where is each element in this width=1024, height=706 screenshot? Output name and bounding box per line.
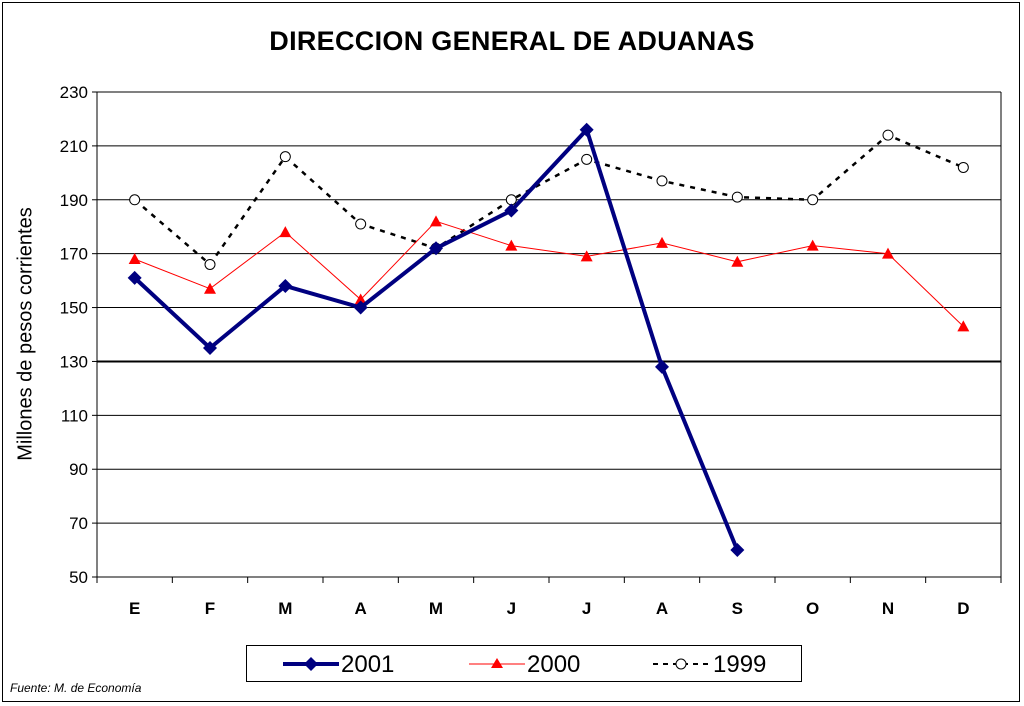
point-2001-6 [579,122,594,137]
series-2001 [127,122,745,558]
y-tick-label-150: 150 [60,299,88,318]
point-1999-7 [656,175,668,187]
y-tick-label-210: 210 [60,137,88,156]
point-1999-5 [505,194,517,206]
point-1999-11 [957,161,969,173]
grid-lines [97,91,1001,524]
point-2001-8 [730,543,745,558]
point-1999-10 [882,129,894,141]
point-2001-5 [504,203,519,218]
legend-item-1999: 1999 [651,646,801,681]
x-tick-label-11: D [957,599,969,618]
point-1999-6 [581,153,593,165]
legend-label-2001: 2001 [341,651,395,678]
point-2000-5 [505,239,518,251]
point-2001-0 [127,270,142,285]
series-1999 [129,129,969,270]
y-tick-labels: 50 70 90 110 130 150 170 190 210 230 [60,83,88,587]
point-2001-4 [429,241,443,256]
x-tick-label-10: N [882,599,894,618]
y-tick-label-170: 170 [60,245,88,264]
legend: 2001 2000 1999 [246,645,802,682]
series-line-2000 [134,220,964,327]
series-2000 [128,215,970,332]
point-1999-0 [129,194,141,206]
x-tick-label-8: S [732,599,743,618]
point-2001-7 [655,359,669,374]
x-tick-label-7: A [656,599,668,618]
point-2000-6 [580,250,593,262]
point-1999-9 [807,194,819,206]
point-2000-0 [128,253,141,265]
y-tick-label-70: 70 [69,514,88,533]
legend-item-2001: 2001 [281,646,441,681]
point-2000-9 [806,239,819,251]
y-tick-label-190: 190 [60,191,88,210]
x-tick-label-9: O [806,599,819,618]
legend-label-2000: 2000 [527,651,581,678]
x-tick-label-6: J [582,599,591,618]
y-tick-label-230: 230 [60,83,88,102]
point-2000-1 [204,282,216,294]
y-tick-label-110: 110 [61,406,88,425]
point-1999-3 [355,218,367,230]
point-2001-2 [278,279,293,293]
legend-swatch-2000 [469,658,525,668]
point-1999-8 [731,191,743,203]
point-2000-7 [656,236,668,248]
series-line-1999 [133,133,964,267]
point-2000-4 [430,215,442,227]
x-tick-label-0: E [129,599,140,618]
x-tick-label-5: J [507,599,516,618]
legend-label-1999: 1999 [713,651,767,678]
point-2000-10 [882,247,894,259]
point-1999-1 [204,258,216,270]
point-2000-2 [279,226,292,238]
legend-swatch-2001 [283,657,339,671]
x-tick-label-3: A [355,599,367,618]
x-tick-label-4: M [429,599,443,618]
legend-item-2000: 2000 [467,646,627,681]
y-tick-label-50: 50 [69,568,88,587]
point-1999-2 [279,151,291,163]
source-footnote: Fuente: M. de Economía [10,681,142,695]
series-line-2001 [133,125,740,551]
x-tick-label-2: M [278,599,292,618]
point-2000-11 [957,320,970,332]
chart-title: DIRECCION GENERAL DE ADUANAS [269,26,755,56]
point-2001-1 [203,340,217,355]
legend-swatch-1999 [653,658,709,670]
point-2000-8 [731,255,744,267]
axes [92,91,1002,583]
point-2001-3 [353,300,368,315]
x-tick-label-1: F [205,599,215,618]
y-tick-label-90: 90 [69,460,88,479]
y-tick-label-130: 130 [60,352,88,371]
point-2000-3 [354,293,367,305]
series-layer [127,122,970,558]
